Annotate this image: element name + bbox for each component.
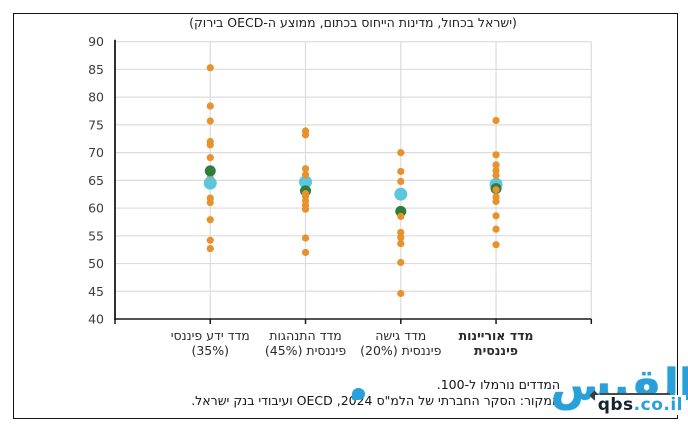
y-axis-tick-label: 90 <box>88 34 104 49</box>
data-point-reference <box>301 234 310 242</box>
footnote-source: המקור: הסקר החברתי של הלמ"ס 2024, OECD ו… <box>191 393 560 408</box>
data-point-reference <box>301 165 310 173</box>
data-point-reference <box>397 212 405 220</box>
x-axis-label-line: פיננסית (20%) <box>360 342 442 358</box>
data-point-israel <box>299 175 313 189</box>
data-point-reference <box>397 167 405 176</box>
data-point-reference <box>397 239 405 248</box>
data-point-reference <box>206 198 214 207</box>
data-point-reference <box>301 171 310 179</box>
data-point-reference <box>206 117 214 125</box>
x-axis-label-behavior: מדד התנהגות פיננסית (45%) <box>241 328 371 358</box>
x-axis-label-attitude: מדד גישה פיננסית (20%) <box>336 328 466 358</box>
x-axis-label-line: (35%) <box>191 342 230 358</box>
data-point-israel <box>203 176 217 190</box>
data-point-reference <box>397 289 405 298</box>
y-axis-tick-label: 80 <box>88 90 104 105</box>
x-axis-label-line: מדד ידע פיננסי <box>170 328 250 343</box>
x-axis-label-line: פיננסית <box>474 342 518 358</box>
data-point-reference <box>492 197 500 206</box>
x-axis-label-knowledge: מדד ידע פיננסי (35%) <box>145 328 275 358</box>
qbs-site-name: qbs <box>597 395 634 415</box>
data-point-reference <box>492 186 500 194</box>
x-axis-label-line: מדד גישה <box>375 328 427 343</box>
data-point-reference <box>206 236 214 244</box>
data-point-reference <box>492 151 500 159</box>
x-axis-label-line: פיננסית (45%) <box>264 342 347 358</box>
y-axis-tick-label: 55 <box>88 228 104 243</box>
y-axis-tick-label: 65 <box>88 173 104 188</box>
x-axis-label-line: מדד התנהגות <box>269 328 342 343</box>
y-axis-tick-label: 50 <box>88 256 104 271</box>
y-axis-tick-label: 40 <box>88 312 104 327</box>
qbs-site-label: qbs.co.il <box>594 395 686 415</box>
data-point-reference <box>397 149 405 157</box>
x-axis-label-literacy: מדד אוריינות פיננסית <box>431 328 561 358</box>
data-point-reference <box>492 212 500 220</box>
watermark-droplet <box>352 388 365 400</box>
figure-border <box>13 13 678 419</box>
footnotes: המדדים נורמלו ל-100. המקור: הסקר החברתי … <box>90 377 560 409</box>
data-point-oecd <box>204 165 216 177</box>
y-axis-tick-label: 85 <box>88 62 104 77</box>
footnote-normalization: המדדים נורמלו ל-100. <box>436 377 560 392</box>
x-axis-label-line: מדד אוריינות <box>458 328 534 343</box>
data-point-reference <box>492 116 500 125</box>
data-point-reference <box>301 248 310 257</box>
data-point-reference <box>206 154 214 162</box>
y-axis-tick-label: 70 <box>88 145 104 160</box>
data-point-reference <box>492 225 500 233</box>
data-point-reference <box>206 141 214 149</box>
data-point-reference <box>397 258 405 267</box>
data-point-reference <box>206 216 214 224</box>
data-point-reference <box>301 205 310 213</box>
qbs-site-suffix: .co.il <box>633 395 683 415</box>
qbs-watermark: القبس qbs.co.il <box>538 353 688 423</box>
data-point-reference <box>492 166 500 174</box>
data-point-reference <box>492 241 500 249</box>
data-point-reference <box>492 171 500 179</box>
data-point-reference <box>301 131 310 139</box>
y-axis-tick-label: 60 <box>88 201 104 216</box>
data-point-israel <box>394 187 408 201</box>
data-point-reference <box>492 161 500 169</box>
data-point-reference <box>397 233 405 242</box>
chart-title: (ישראל בכחול, מדינות הייחוס בכתום, ממוצע… <box>189 15 517 30</box>
data-point-reference <box>397 177 405 186</box>
data-point-reference <box>397 228 405 237</box>
data-point-reference <box>206 64 214 72</box>
y-axis-tick-label: 45 <box>88 284 104 299</box>
y-axis-tick-label: 75 <box>88 117 104 132</box>
data-point-reference <box>206 102 214 110</box>
data-point-reference <box>206 244 214 253</box>
